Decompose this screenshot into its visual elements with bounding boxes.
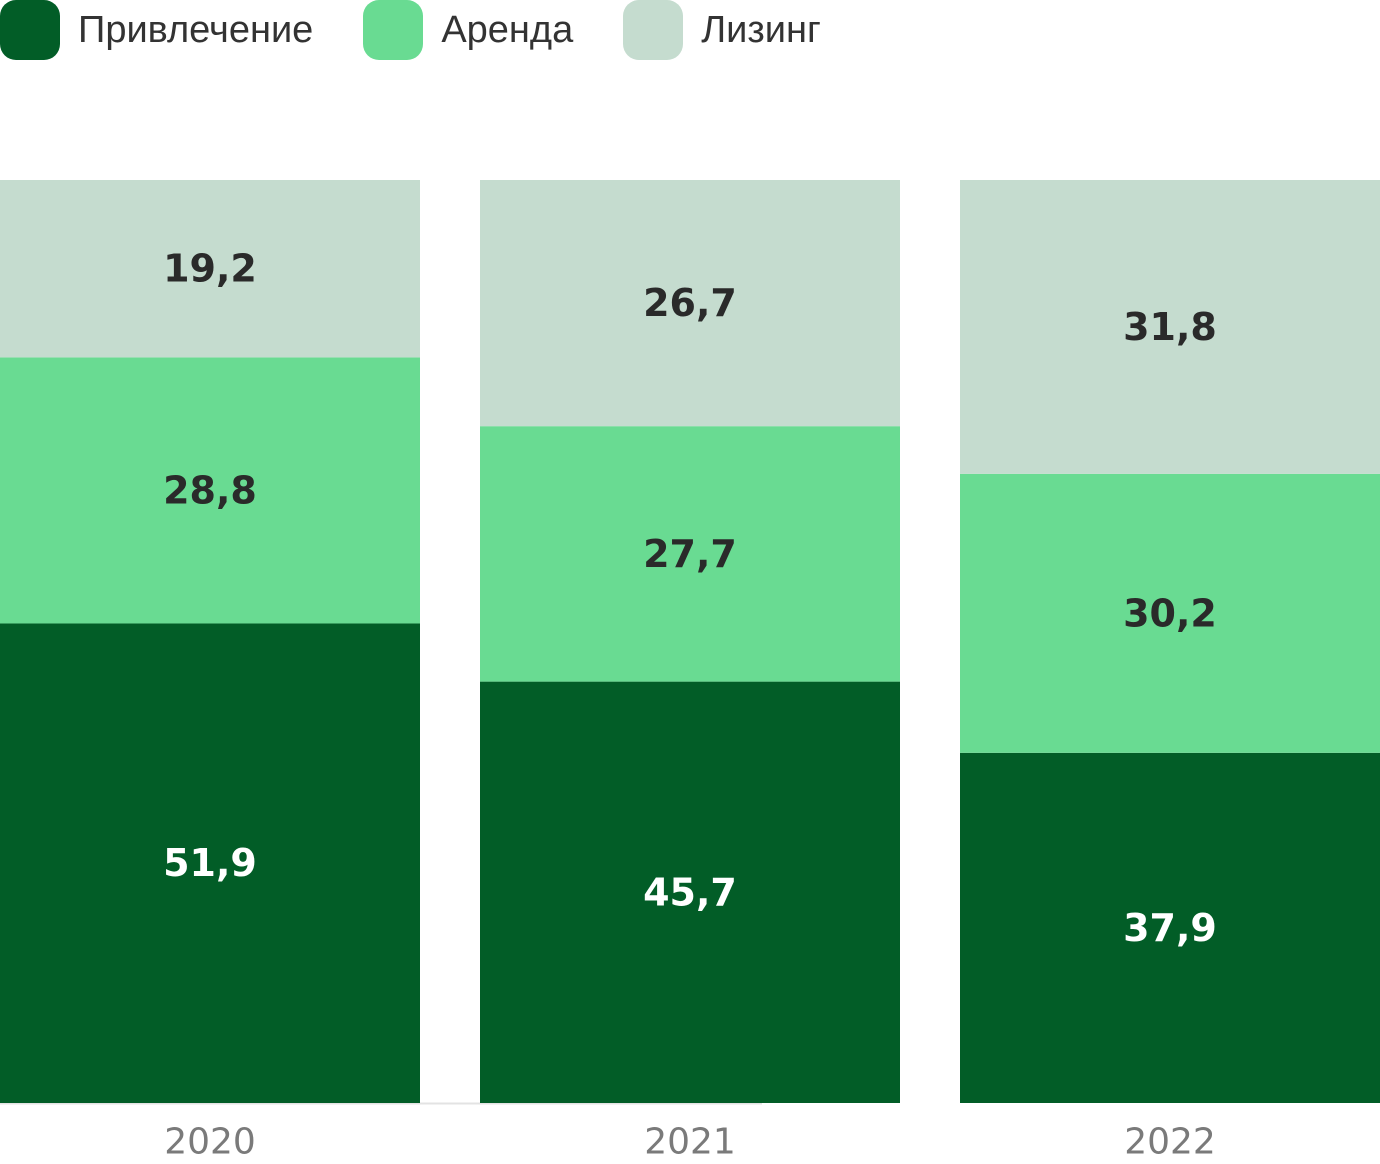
data-label-2021-1: 27,7 (643, 532, 737, 576)
bar-segment-2022-0 (960, 752, 1380, 1103)
bar-segment-2021-0 (480, 681, 900, 1103)
x-tick-label-2021: 2021 (644, 1122, 736, 1163)
legend-label-privlechenie: Привлечение (78, 8, 314, 51)
data-label-2022-1: 30,2 (1123, 591, 1217, 635)
bar-segment-2020-1 (0, 357, 420, 624)
data-label-2022-0: 37,9 (1123, 906, 1217, 950)
bar-segment-2022-1 (960, 473, 1380, 753)
data-label-2020-2: 19,2 (163, 247, 257, 291)
legend-item-arenda: Аренда (363, 0, 573, 60)
bar-segment-2022-2 (960, 180, 1380, 474)
legend-item-lizing: Лизинг (623, 0, 821, 60)
bar-segment-2020-2 (0, 180, 420, 358)
data-label-2021-0: 45,7 (643, 870, 737, 914)
x-tick-label-2020: 2020 (164, 1122, 256, 1163)
legend-swatch-arenda (363, 0, 424, 60)
x-tick-label-2022: 2022 (1124, 1122, 1216, 1163)
legend-swatch-lizing (623, 0, 684, 60)
legend-label-arenda: Аренда (441, 8, 574, 51)
data-label-2021-2: 26,7 (643, 281, 737, 325)
data-label-2020-0: 51,9 (163, 841, 257, 885)
legend: Привлечение Аренда Лизинг (0, 0, 871, 60)
data-label-2020-1: 28,8 (163, 468, 257, 512)
legend-swatch-privlechenie (0, 0, 60, 60)
bar-segment-2020-0 (0, 623, 420, 1103)
data-label-2022-2: 31,8 (1123, 305, 1217, 349)
legend-label-lizing: Лизинг (701, 8, 821, 51)
legend-item-privlechenie: Привлечение (0, 0, 313, 60)
bar-segment-2021-1 (480, 426, 900, 682)
bar-segment-2021-2 (480, 180, 900, 427)
